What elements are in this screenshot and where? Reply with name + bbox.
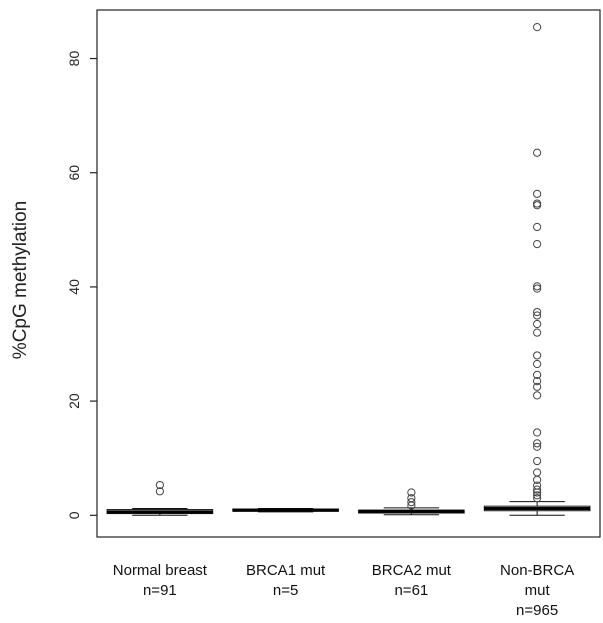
outlier-point [533, 428, 542, 437]
outlier-point [533, 439, 542, 448]
y-tick-label: 60 [66, 165, 82, 181]
y-axis: 0 20 40 60 80 [66, 51, 97, 519]
outlier-point [533, 468, 542, 477]
x-category-label: Normal breast [113, 562, 208, 579]
x-category-label: BRCA1 mut [246, 562, 326, 579]
x-category-label: n=5 [273, 582, 298, 599]
outlier-point [533, 328, 542, 337]
outlier-point [533, 351, 542, 360]
outlier-point [533, 391, 542, 400]
x-axis-categories: Normal breast n=91 BRCA1 mut n=5 BRCA2 mut n=… [113, 562, 574, 619]
box-group [106, 480, 214, 516]
outlier-point [533, 222, 542, 232]
outlier-point [533, 485, 542, 494]
x-category-label: n=91 [143, 582, 177, 599]
outlier-point [533, 282, 542, 291]
box-group [483, 23, 591, 516]
outlier-point [407, 488, 416, 497]
outlier-point [533, 382, 542, 391]
box-group [358, 488, 465, 516]
outlier-point [407, 494, 416, 503]
outlier-point [533, 491, 542, 500]
y-tick-label: 0 [66, 511, 82, 519]
outlier-point [533, 189, 542, 198]
outlier-point [407, 498, 416, 507]
outlier-point [533, 23, 542, 32]
outlier-point [533, 148, 542, 157]
y-tick-label: 80 [66, 51, 82, 67]
outlier-point [533, 311, 542, 320]
boxes [106, 23, 591, 516]
outlier-point [533, 481, 542, 490]
outlier-point [533, 319, 542, 329]
x-category-label: n=965 [516, 602, 558, 619]
x-category-label: mut [525, 582, 551, 599]
outlier-point [533, 494, 542, 503]
outlier-point [533, 442, 542, 451]
outlier-point [533, 201, 542, 210]
outlier-point [533, 284, 542, 293]
outlier-point [533, 239, 542, 249]
outlier-point [533, 370, 542, 379]
outlier-point [155, 487, 164, 496]
outlier-point [533, 359, 542, 369]
outlier-point [533, 377, 542, 386]
x-category-label: n=61 [394, 582, 428, 599]
y-tick-label: 20 [66, 393, 82, 409]
outlier-point [533, 199, 542, 208]
outlier-point [533, 456, 542, 466]
y-axis-label: %CpG methylation [10, 201, 31, 359]
plot-frame [96, 9, 601, 538]
outlier-point [533, 307, 542, 317]
outlier-point [155, 480, 164, 490]
x-category-label: Non-BRCA [500, 562, 574, 579]
x-category-label: BRCA2 mut [372, 562, 452, 579]
box-group [232, 507, 339, 513]
y-tick-label: 40 [66, 279, 82, 295]
